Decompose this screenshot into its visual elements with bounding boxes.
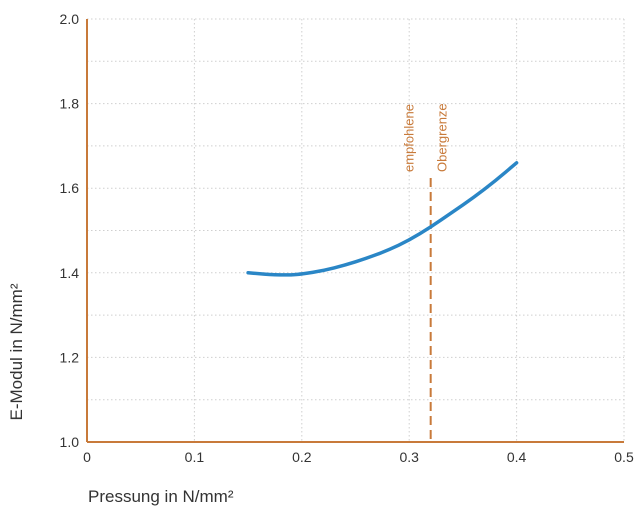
series-group (246, 161, 519, 277)
y-tick-label: 2.0 (60, 11, 80, 27)
y-tick-label: 1.6 (60, 180, 80, 196)
x-tick-label: 0.2 (292, 449, 312, 465)
axes (86, 19, 624, 443)
y-axis-label: E-Modul in N/mm² (7, 283, 26, 420)
y-tick-label: 1.8 (60, 96, 80, 112)
x-tick-label: 0.3 (399, 449, 419, 465)
x-tick-label: 0.4 (507, 449, 527, 465)
x-tick-label: 0 (83, 449, 91, 465)
reference-line-group: empfohlene Obergrenze (402, 103, 450, 442)
x-tick-label: 0.1 (185, 449, 205, 465)
y-tick-label: 1.0 (60, 434, 80, 450)
reference-line-label: Obergrenze (435, 103, 450, 172)
series-line (246, 161, 519, 277)
grid (87, 18, 625, 442)
reference-line-label: empfohlene (402, 104, 417, 172)
tick-labels: 0 0.1 0.2 0.3 0.4 0.5 1.0 1.2 1.4 1.6 1.8 2.0 (60, 11, 634, 465)
y-tick-label: 1.2 (60, 349, 80, 365)
x-tick-label: 0.5 (614, 449, 634, 465)
y-tick-label: 1.4 (60, 265, 80, 281)
x-axis-label: Pressung in N/mm² (88, 487, 234, 506)
